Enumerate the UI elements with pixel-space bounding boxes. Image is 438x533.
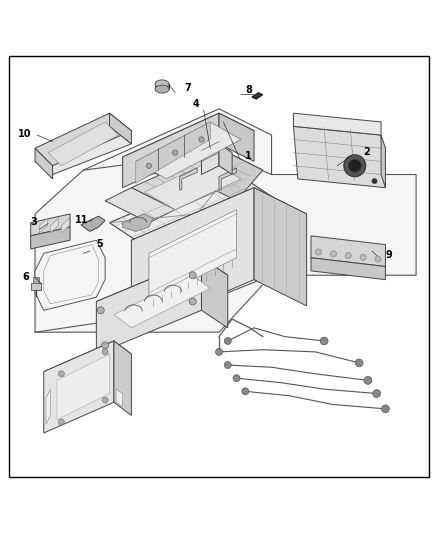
Circle shape bbox=[58, 371, 64, 377]
Polygon shape bbox=[114, 341, 131, 415]
Polygon shape bbox=[35, 126, 131, 174]
Text: 9: 9 bbox=[385, 250, 392, 260]
Polygon shape bbox=[44, 341, 114, 433]
Polygon shape bbox=[219, 144, 232, 174]
Polygon shape bbox=[254, 188, 307, 306]
Polygon shape bbox=[311, 258, 385, 280]
Polygon shape bbox=[123, 113, 254, 174]
Circle shape bbox=[233, 375, 240, 382]
Polygon shape bbox=[123, 113, 219, 188]
Polygon shape bbox=[81, 216, 105, 231]
Circle shape bbox=[364, 376, 372, 384]
Text: 11: 11 bbox=[74, 215, 88, 225]
Polygon shape bbox=[123, 214, 153, 231]
Circle shape bbox=[173, 150, 178, 155]
Polygon shape bbox=[46, 389, 50, 424]
Polygon shape bbox=[110, 170, 285, 258]
Polygon shape bbox=[381, 135, 385, 188]
Polygon shape bbox=[39, 219, 47, 233]
Polygon shape bbox=[110, 113, 131, 144]
Polygon shape bbox=[155, 84, 169, 89]
Polygon shape bbox=[293, 126, 385, 188]
Circle shape bbox=[315, 249, 321, 255]
Text: 8: 8 bbox=[245, 85, 252, 95]
Text: 4: 4 bbox=[193, 99, 199, 109]
Polygon shape bbox=[57, 354, 110, 420]
Circle shape bbox=[330, 251, 336, 257]
Circle shape bbox=[97, 307, 104, 314]
Circle shape bbox=[224, 337, 231, 344]
Polygon shape bbox=[50, 219, 58, 233]
Circle shape bbox=[224, 361, 231, 368]
Circle shape bbox=[372, 179, 377, 184]
Polygon shape bbox=[35, 148, 53, 179]
Polygon shape bbox=[35, 109, 416, 332]
Polygon shape bbox=[252, 93, 263, 99]
Polygon shape bbox=[31, 214, 70, 236]
Circle shape bbox=[102, 342, 109, 349]
Polygon shape bbox=[96, 258, 228, 319]
Polygon shape bbox=[311, 236, 385, 266]
Polygon shape bbox=[44, 341, 131, 385]
Circle shape bbox=[242, 388, 249, 395]
Polygon shape bbox=[61, 219, 69, 233]
Circle shape bbox=[102, 349, 108, 355]
Polygon shape bbox=[201, 144, 219, 174]
Polygon shape bbox=[149, 209, 237, 302]
Circle shape bbox=[355, 359, 363, 367]
Circle shape bbox=[189, 272, 196, 279]
Text: 6: 6 bbox=[22, 272, 28, 281]
Text: 3: 3 bbox=[31, 217, 37, 227]
Circle shape bbox=[360, 254, 366, 260]
Polygon shape bbox=[136, 122, 210, 183]
Polygon shape bbox=[114, 275, 210, 328]
Circle shape bbox=[345, 253, 351, 259]
Polygon shape bbox=[193, 148, 263, 201]
Circle shape bbox=[58, 419, 64, 425]
Circle shape bbox=[373, 390, 381, 398]
Circle shape bbox=[348, 159, 361, 172]
Polygon shape bbox=[136, 122, 241, 179]
Polygon shape bbox=[105, 188, 175, 223]
Polygon shape bbox=[293, 113, 381, 135]
Text: 10: 10 bbox=[18, 130, 31, 139]
Circle shape bbox=[375, 256, 381, 262]
Text: 5: 5 bbox=[96, 239, 103, 249]
Circle shape bbox=[381, 405, 389, 413]
Polygon shape bbox=[131, 148, 263, 209]
Polygon shape bbox=[35, 113, 131, 166]
Polygon shape bbox=[131, 188, 307, 266]
Polygon shape bbox=[35, 240, 105, 310]
Polygon shape bbox=[33, 278, 39, 282]
Text: 2: 2 bbox=[364, 147, 370, 157]
Circle shape bbox=[102, 397, 108, 403]
Polygon shape bbox=[219, 113, 254, 161]
Circle shape bbox=[199, 137, 204, 142]
Ellipse shape bbox=[155, 85, 169, 93]
Polygon shape bbox=[31, 282, 41, 290]
Circle shape bbox=[146, 163, 152, 168]
Polygon shape bbox=[96, 258, 201, 354]
Polygon shape bbox=[219, 168, 237, 190]
Circle shape bbox=[215, 349, 223, 356]
Polygon shape bbox=[145, 161, 241, 209]
Text: 1: 1 bbox=[245, 151, 252, 161]
Polygon shape bbox=[131, 188, 254, 332]
Circle shape bbox=[320, 337, 328, 345]
Polygon shape bbox=[116, 389, 123, 407]
Ellipse shape bbox=[155, 80, 169, 88]
Polygon shape bbox=[31, 227, 70, 249]
Text: 7: 7 bbox=[184, 83, 191, 93]
Polygon shape bbox=[201, 258, 228, 328]
Polygon shape bbox=[180, 168, 197, 190]
Polygon shape bbox=[48, 122, 118, 166]
Circle shape bbox=[189, 298, 196, 305]
Circle shape bbox=[344, 155, 366, 177]
